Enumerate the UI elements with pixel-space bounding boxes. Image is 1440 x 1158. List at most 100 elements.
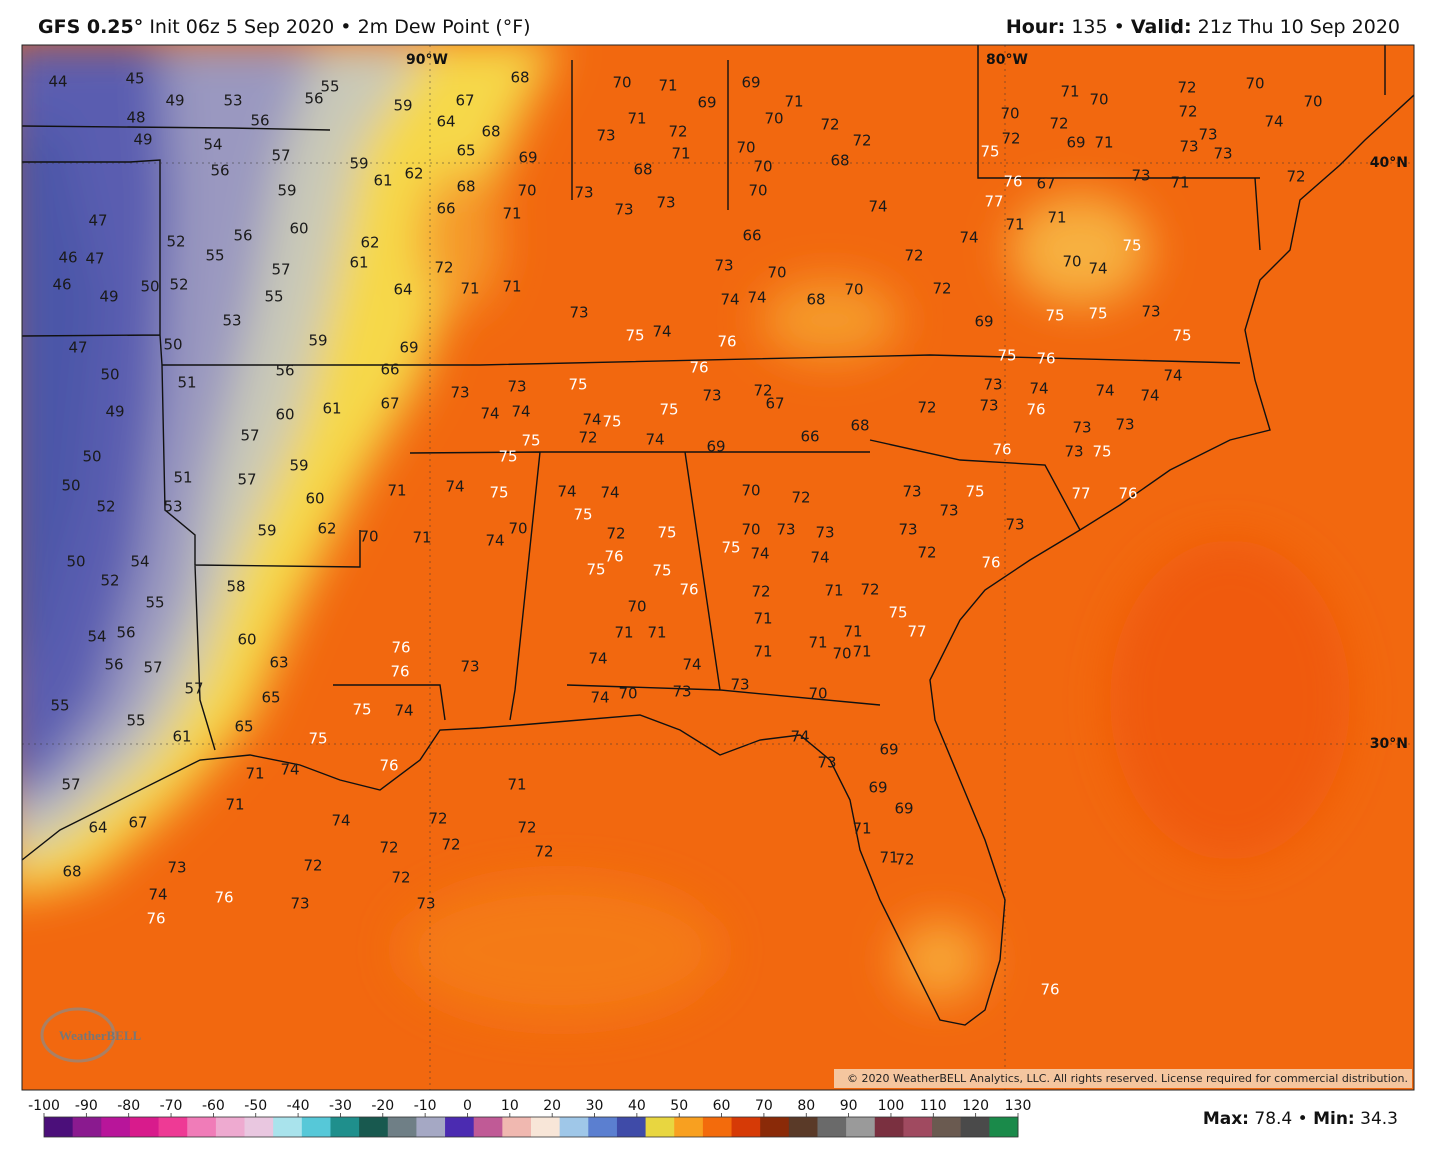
station-value: 75 xyxy=(657,524,676,542)
station-value: 55 xyxy=(264,288,283,306)
station-value: 52 xyxy=(96,498,115,516)
station-value: 74 xyxy=(485,532,504,550)
station-value: 74 xyxy=(1095,382,1114,400)
station-value: 74 xyxy=(652,323,671,341)
station-value: 74 xyxy=(557,483,576,501)
station-value: 73 xyxy=(1115,416,1134,434)
station-value: 73 xyxy=(167,859,186,877)
station-value: 76 xyxy=(689,359,708,377)
station-value: 72 xyxy=(1049,115,1068,133)
station-value: 71 xyxy=(627,110,646,128)
station-value: 53 xyxy=(222,312,241,330)
station-value: 73 xyxy=(815,524,834,542)
station-value: 74 xyxy=(590,689,609,707)
station-value: 73 xyxy=(1072,419,1091,437)
station-value: 59 xyxy=(349,155,368,173)
station-value: 65 xyxy=(456,142,475,160)
station-value: 73 xyxy=(979,397,998,415)
lon-label: 80°W xyxy=(986,52,1028,68)
station-value: 68 xyxy=(850,417,869,435)
station-value: 75 xyxy=(586,561,605,579)
colorbar-tick-label: 60 xyxy=(713,1098,731,1114)
station-value: 71 xyxy=(647,624,666,642)
colorbar-segment xyxy=(645,1117,675,1137)
station-value: 70 xyxy=(808,685,827,703)
colorbar-segment xyxy=(473,1117,503,1137)
station-value: 68 xyxy=(481,123,500,141)
station-value: 73 xyxy=(614,201,633,219)
station-value: 73 xyxy=(1179,138,1198,156)
station-value: 64 xyxy=(393,281,412,299)
station-value: 54 xyxy=(130,553,149,571)
station-value: 69 xyxy=(868,779,887,797)
station-value: 73 xyxy=(1005,516,1024,534)
station-value: 52 xyxy=(169,276,188,294)
station-value: 59 xyxy=(257,522,276,540)
station-value: 75 xyxy=(721,539,740,557)
colorbar-tick-label: -100 xyxy=(28,1098,60,1114)
min-label: Min: xyxy=(1313,1109,1355,1129)
station-value: 74 xyxy=(810,549,829,567)
station-value: 72 xyxy=(932,280,951,298)
copyright-box xyxy=(834,1069,1412,1088)
colorbar-tick-label: 100 xyxy=(878,1098,905,1114)
station-value: 69 xyxy=(974,313,993,331)
station-value: 72 xyxy=(303,857,322,875)
station-value: 71 xyxy=(1094,134,1113,152)
colorbar-segment xyxy=(846,1117,876,1137)
station-value: 68 xyxy=(62,863,81,881)
colorbar-tick-label: 80 xyxy=(797,1098,815,1114)
station-value: 74 xyxy=(682,656,701,674)
colorbar-segment xyxy=(44,1117,74,1137)
station-value: 76 xyxy=(146,910,165,928)
station-value: 72 xyxy=(1286,168,1305,186)
station-value: 73 xyxy=(656,194,675,212)
station-value: 55 xyxy=(205,247,224,265)
station-value: 72 xyxy=(895,851,914,869)
station-value: 50 xyxy=(82,448,101,466)
station-value: 69 xyxy=(741,74,760,92)
colorbar-tick-label: 90 xyxy=(840,1098,858,1114)
station-value: 76 xyxy=(379,757,398,775)
colorbar-segment xyxy=(215,1117,246,1137)
station-value: 75 xyxy=(1045,307,1064,325)
station-value: 72 xyxy=(917,399,936,417)
station-value: 72 xyxy=(391,869,410,887)
station-value: 71 xyxy=(753,643,772,661)
station-value: 45 xyxy=(125,70,144,88)
valid-label: Valid: xyxy=(1131,16,1192,38)
station-value: 74 xyxy=(394,702,413,720)
station-value: 76 xyxy=(1026,401,1045,419)
colorbar-segment xyxy=(788,1117,818,1137)
station-value: 70 xyxy=(359,528,378,546)
station-value: 68 xyxy=(830,152,849,170)
station-value: 54 xyxy=(87,628,106,646)
station-value: 67 xyxy=(380,395,399,413)
station-value: 72 xyxy=(820,116,839,134)
station-value: 71 xyxy=(614,624,633,642)
station-value: 47 xyxy=(85,250,104,268)
station-value: 56 xyxy=(250,112,269,130)
colorbar-tick-label: 120 xyxy=(962,1098,989,1114)
colorbar-frame xyxy=(43,1116,1019,1138)
station-value: 73 xyxy=(460,658,479,676)
station-value: 76 xyxy=(1036,350,1055,368)
station-value: 70 xyxy=(1303,93,1322,111)
station-value: 75 xyxy=(625,327,644,345)
station-value: 71 xyxy=(852,820,871,838)
colorbar-segment xyxy=(244,1117,274,1137)
station-value: 74 xyxy=(1140,387,1159,405)
station-value: 74 xyxy=(1264,113,1283,131)
station-value: 71 xyxy=(502,278,521,296)
station-value: 70 xyxy=(1089,91,1108,109)
station-value: 75 xyxy=(498,448,517,466)
station-value: 51 xyxy=(173,469,192,487)
station-value: 74 xyxy=(1163,367,1182,385)
station-value: 55 xyxy=(126,712,145,730)
station-value: 74 xyxy=(1029,380,1048,398)
station-value: 74 xyxy=(588,650,607,668)
station-value: 60 xyxy=(289,220,308,238)
station-value: 73 xyxy=(730,676,749,694)
